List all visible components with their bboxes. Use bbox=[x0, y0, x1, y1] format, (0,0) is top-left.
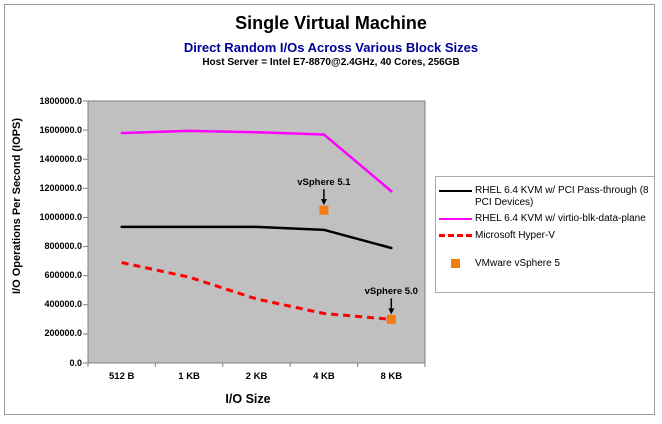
series-line-2 bbox=[121, 261, 392, 321]
annotation-label: vSphere 5.1 bbox=[297, 177, 351, 189]
legend-item-pci-passthrough: RHEL 6.4 KVM w/ PCI Pass-through (8 PCI … bbox=[439, 185, 650, 208]
legend-item-hyper-v: Microsoft Hyper-V bbox=[439, 230, 650, 242]
legend-label: RHEL 6.4 KVM w/ virtio-blk-data-plane bbox=[475, 213, 646, 224]
chart-subtitle: Direct Random I/Os Across Various Block … bbox=[183, 40, 479, 55]
legend-swatch-solid-line-icon bbox=[439, 217, 472, 220]
y-axis-tick-label: 400000.0 bbox=[44, 299, 82, 310]
legend-item-virtio-blk-data-plane: RHEL 6.4 KVM w/ virtio-blk-data-plane bbox=[439, 213, 650, 225]
annotation-arrowhead-icon bbox=[388, 308, 395, 315]
series-marker-3 bbox=[386, 314, 396, 324]
y-axis-tick-label: 1800000.0 bbox=[39, 95, 82, 106]
y-axis-tick-label: 1400000.0 bbox=[39, 153, 82, 164]
series-line-0 bbox=[120, 225, 393, 250]
series-marker-3 bbox=[319, 205, 329, 215]
y-axis-tick-label: 600000.0 bbox=[44, 270, 82, 281]
legend-item-vsphere-5: VMware vSphere 5 bbox=[439, 258, 650, 270]
chart-legend: RHEL 6.4 KVM w/ PCI Pass-through (8 PCI … bbox=[435, 176, 655, 293]
legend-swatch-dashed-line-icon bbox=[439, 233, 472, 237]
x-axis-tick-label: 1 KB bbox=[178, 371, 200, 382]
x-axis-tick-label: 512 B bbox=[109, 371, 135, 382]
series-line-1 bbox=[120, 129, 393, 193]
x-axis-tick-label: 4 KB bbox=[313, 371, 335, 382]
y-axis-title: I/O Operations Per Second (IOPS) bbox=[11, 117, 23, 295]
x-axis-title: I/O Size bbox=[225, 392, 271, 406]
y-axis-tick-label: 1600000.0 bbox=[39, 124, 82, 135]
y-axis-tick-label: 1200000.0 bbox=[39, 182, 82, 193]
y-axis-tick-label: 0.0 bbox=[69, 357, 82, 368]
annotation-arrowhead-icon bbox=[320, 199, 327, 206]
annotation-label: vSphere 5.0 bbox=[364, 286, 418, 298]
y-axis-tick-label: 1000000.0 bbox=[39, 211, 82, 222]
x-axis-tick-label: 8 KB bbox=[380, 371, 403, 382]
chart-title: Single Virtual Machine bbox=[235, 13, 427, 33]
x-axis-tick-label: 2 KB bbox=[245, 371, 268, 382]
chart-caption: Host Server = Intel E7-8870@2.4GHz, 40 C… bbox=[202, 57, 460, 68]
legend-label: VMware vSphere 5 bbox=[475, 258, 561, 269]
y-axis-tick-label: 200000.0 bbox=[44, 328, 82, 339]
legend-swatch-square-marker-icon bbox=[451, 259, 460, 268]
plot-area bbox=[87, 100, 426, 364]
legend-label: Microsoft Hyper-V bbox=[475, 229, 556, 241]
legend-swatch-solid-line-icon bbox=[439, 189, 472, 192]
legend-label: RHEL 6.4 KVM w/ PCI Pass-through (8 PCI … bbox=[475, 185, 649, 208]
y-axis-tick-label: 800000.0 bbox=[44, 241, 82, 252]
